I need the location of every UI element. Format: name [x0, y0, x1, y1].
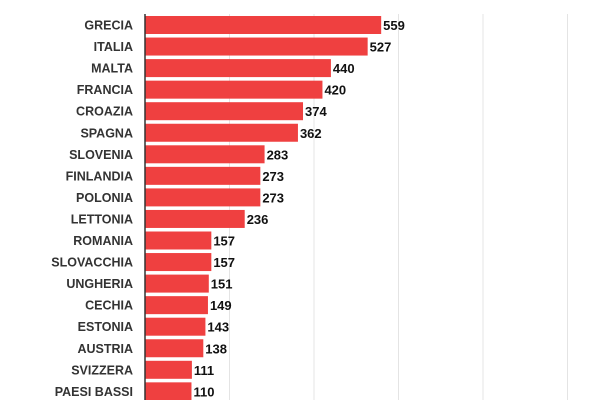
bar — [145, 209, 245, 228]
value-label: 420 — [324, 83, 346, 98]
bar — [145, 274, 209, 293]
bar — [145, 253, 212, 272]
category-label: SLOVENIA — [69, 148, 133, 162]
value-label: 143 — [207, 320, 229, 335]
category-label: CECHIA — [85, 299, 133, 313]
bar — [145, 231, 212, 250]
bar — [145, 80, 323, 99]
value-label: 151 — [211, 277, 233, 292]
category-label: UNGHERIA — [66, 277, 133, 291]
category-label: SVIZZERA — [71, 363, 133, 377]
value-label: 157 — [213, 255, 235, 270]
bar — [145, 166, 261, 185]
category-label: SPAGNA — [80, 126, 133, 140]
category-label: POLONIA — [76, 191, 133, 205]
category-label: AUSTRIA — [77, 342, 133, 356]
bar — [145, 339, 204, 358]
bar — [145, 360, 192, 379]
bar — [145, 37, 368, 56]
bar — [145, 123, 298, 142]
value-label: 273 — [262, 169, 284, 184]
category-label: MALTA — [91, 62, 133, 76]
category-label: PAESI BASSI — [55, 385, 133, 399]
bar — [145, 16, 382, 34]
value-label: 527 — [370, 40, 392, 55]
value-label: 157 — [213, 234, 235, 249]
value-label: 111 — [194, 363, 214, 378]
category-label: FRANCIA — [77, 83, 133, 97]
value-label: 374 — [305, 104, 327, 119]
bar — [145, 188, 261, 207]
category-label: LETTONIA — [71, 212, 133, 226]
value-label: 149 — [210, 298, 232, 313]
bar — [145, 102, 304, 121]
value-label: 138 — [205, 341, 227, 356]
value-label: 283 — [267, 147, 289, 162]
bar — [145, 382, 192, 400]
category-label: ESTONIA — [78, 320, 133, 334]
value-label: 362 — [300, 126, 322, 141]
bar — [145, 145, 265, 164]
value-label: 559 — [383, 18, 405, 33]
bar — [145, 317, 206, 336]
category-label: GRECIA — [84, 19, 133, 33]
value-label: 273 — [262, 190, 284, 205]
category-label: ROMANIA — [73, 234, 133, 248]
category-label: FINLANDIA — [66, 169, 133, 183]
bar — [145, 296, 208, 315]
category-label: CROAZIA — [76, 105, 133, 119]
value-label: 440 — [333, 61, 355, 76]
bar — [145, 59, 331, 78]
category-label: ITALIA — [94, 40, 133, 54]
value-label: 236 — [247, 212, 269, 227]
value-label: 110 — [193, 384, 214, 399]
category-label: SLOVACCHIA — [51, 256, 133, 270]
